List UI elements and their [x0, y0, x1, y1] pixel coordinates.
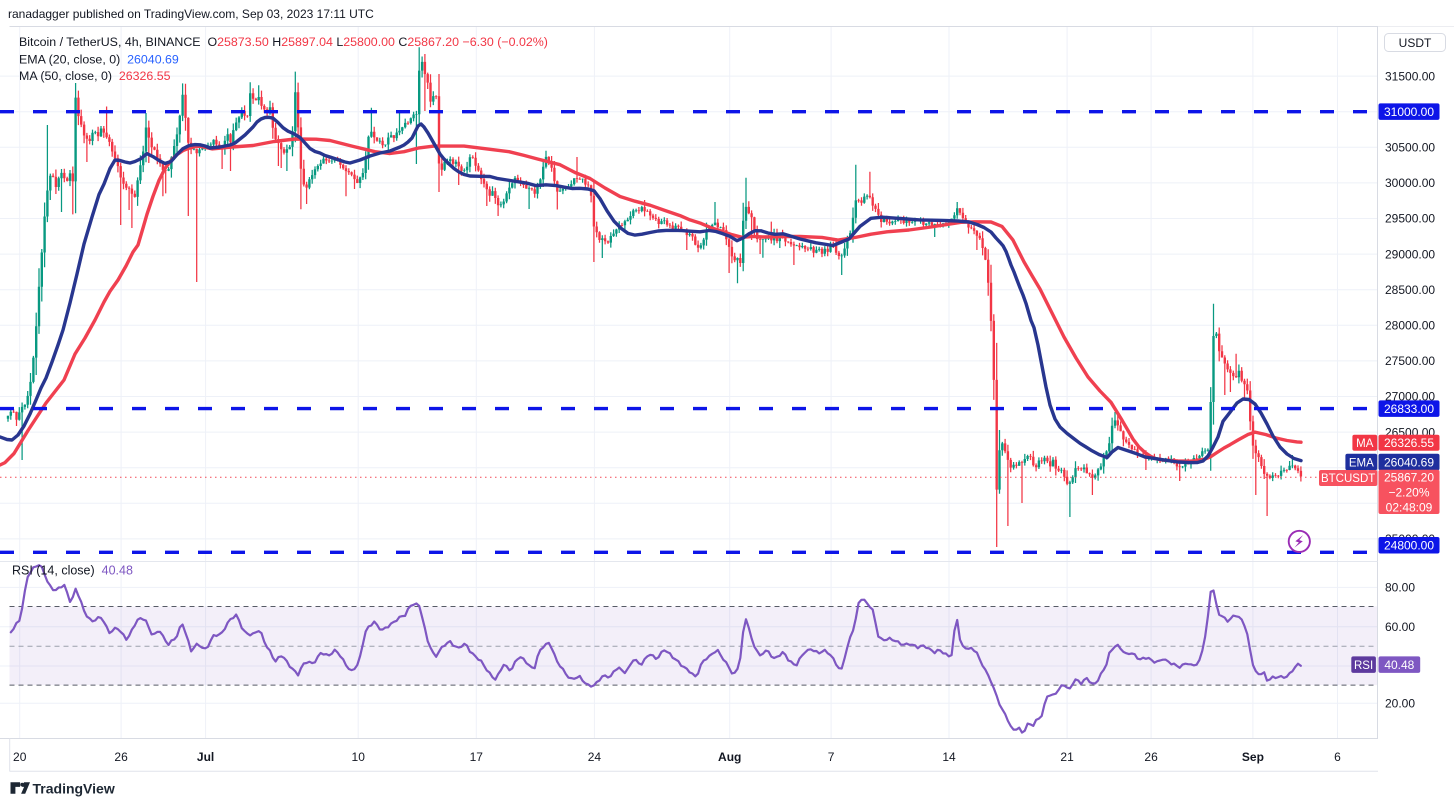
svg-text:7: 7 — [828, 750, 835, 764]
svg-text:29000.00: 29000.00 — [1385, 247, 1435, 261]
svg-text:20: 20 — [13, 750, 27, 764]
svg-text:BTCUSDT: BTCUSDT — [1321, 473, 1375, 485]
svg-text:−2.20%: −2.20% — [1388, 486, 1429, 500]
svg-text:27000.00: 27000.00 — [1385, 390, 1435, 404]
svg-text:Sep: Sep — [1242, 750, 1264, 764]
svg-text:30000.00: 30000.00 — [1385, 176, 1435, 190]
svg-text:21: 21 — [1060, 750, 1074, 764]
svg-text:Aug: Aug — [718, 750, 741, 764]
svg-text:31000.00: 31000.00 — [1384, 105, 1434, 119]
svg-text:24800.00: 24800.00 — [1384, 538, 1434, 552]
svg-text:USDT: USDT — [1399, 36, 1432, 50]
svg-text:24: 24 — [588, 750, 602, 764]
svg-text:28500.00: 28500.00 — [1385, 283, 1435, 297]
svg-text:ranadagger published on Tradin: ranadagger published on TradingView.com,… — [8, 7, 374, 21]
svg-text:30500.00: 30500.00 — [1385, 141, 1435, 155]
svg-text:20.00: 20.00 — [1385, 697, 1415, 711]
svg-text:10: 10 — [352, 750, 366, 764]
svg-text:14: 14 — [942, 750, 956, 764]
svg-text:26: 26 — [1144, 750, 1158, 764]
svg-text:RSI: RSI — [1354, 660, 1373, 672]
svg-text:40.48: 40.48 — [1384, 658, 1414, 672]
svg-text:31500.00: 31500.00 — [1385, 69, 1435, 83]
svg-text:26040.69: 26040.69 — [1384, 455, 1434, 469]
svg-text:RSI (14, close) 40.48: RSI (14, close) 40.48 — [12, 564, 133, 578]
svg-text:6: 6 — [1334, 750, 1341, 764]
svg-text:26326.55: 26326.55 — [1384, 436, 1434, 450]
svg-text:EMA: EMA — [1349, 457, 1374, 469]
svg-text:80.00: 80.00 — [1385, 581, 1415, 595]
svg-text:02:48:09: 02:48:09 — [1386, 501, 1433, 515]
svg-text:TradingView: TradingView — [33, 780, 115, 796]
svg-text:60.00: 60.00 — [1385, 620, 1415, 634]
svg-text:25867.20: 25867.20 — [1384, 471, 1434, 485]
svg-text:26833.00: 26833.00 — [1384, 402, 1434, 416]
svg-text:Jul: Jul — [197, 750, 214, 764]
svg-text:27500.00: 27500.00 — [1385, 354, 1435, 368]
svg-text:26: 26 — [114, 750, 128, 764]
svg-text:MA (50, close, 0) 26326.55: MA (50, close, 0) 26326.55 — [19, 69, 171, 83]
svg-text:28000.00: 28000.00 — [1385, 319, 1435, 333]
svg-text:29500.00: 29500.00 — [1385, 212, 1435, 226]
svg-text:Bitcoin / TetherUS, 4h, BINANC: Bitcoin / TetherUS, 4h, BINANCE O25873.5… — [19, 35, 548, 49]
svg-text:17: 17 — [470, 750, 484, 764]
svg-text:MA: MA — [1356, 438, 1374, 450]
svg-text:EMA (20, close, 0) 26040.69: EMA (20, close, 0) 26040.69 — [19, 53, 179, 67]
